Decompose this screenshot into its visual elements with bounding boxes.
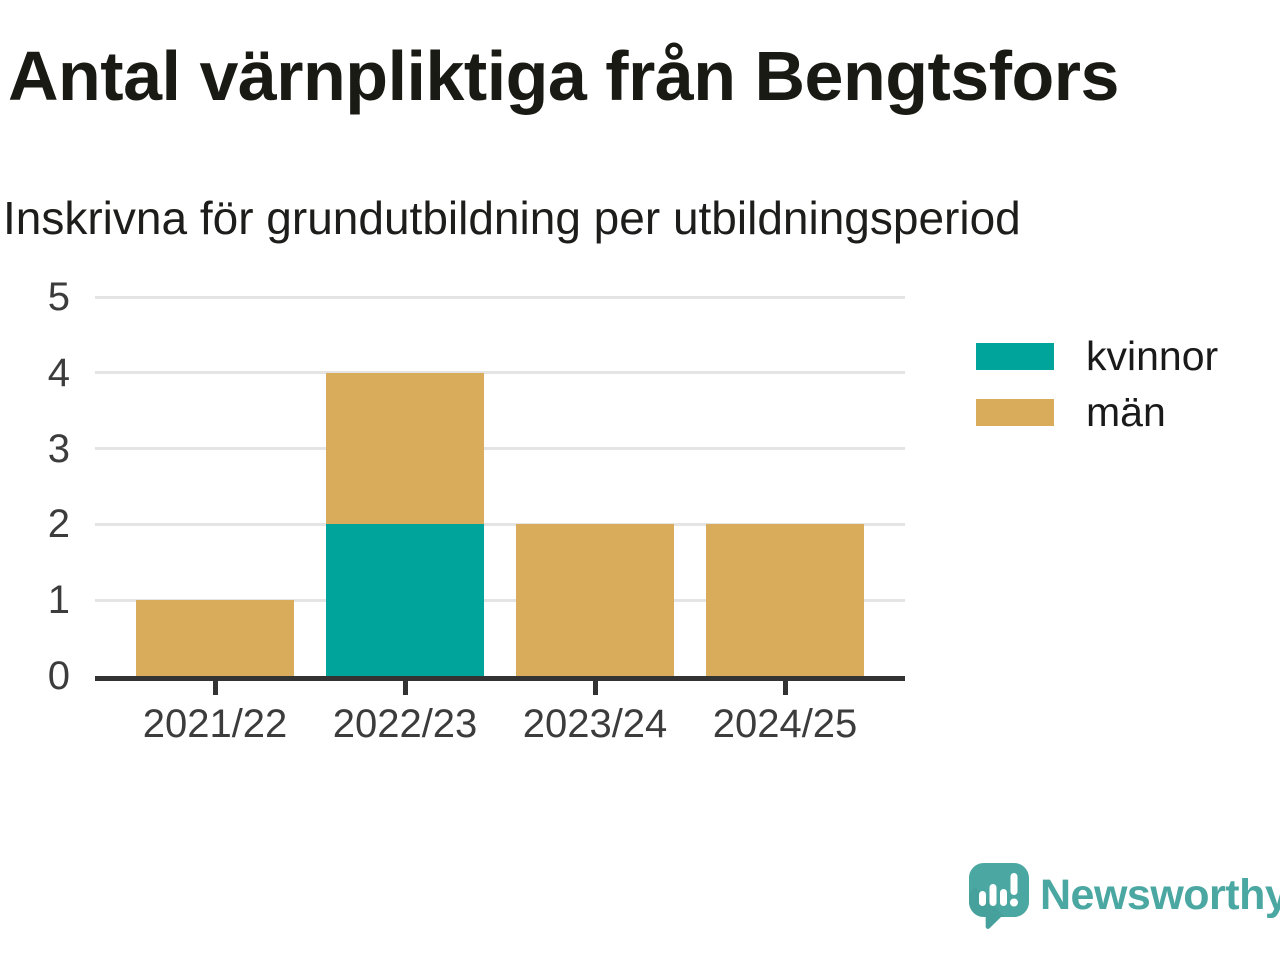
x-tick-label-2023/24: 2023/24 (522, 702, 668, 746)
x-axis-tick-2022/23 (402, 681, 408, 695)
bar-segment-män-2023/24 (516, 524, 674, 676)
legend: kvinnor män (976, 336, 1218, 455)
gridline-y2 (95, 522, 905, 526)
gridline-y4 (95, 371, 905, 375)
x-tick-label-2021/22: 2021/22 (142, 702, 288, 746)
newsworthy-wordmark: Newsworthy (1040, 870, 1280, 919)
y-tick-label-5: 5 (47, 275, 70, 319)
x-axis-tick-2023/24 (592, 681, 598, 695)
x-tick-label-2024/25: 2024/25 (712, 702, 858, 746)
x-tick-label-2022/23: 2022/23 (332, 702, 478, 746)
gridline-y3 (95, 447, 905, 451)
gridline-y1 (95, 598, 905, 602)
legend-item-kvinnor: kvinnor (976, 336, 1218, 377)
legend-swatch-kvinnor (976, 343, 1054, 370)
legend-item-män: män (976, 392, 1218, 433)
y-tick-label-4: 4 (47, 350, 70, 395)
chart-subtitle: Inskrivna för grundutbildning per utbild… (3, 192, 1021, 244)
legend-label-män: män (1086, 389, 1166, 435)
x-axis-tick-2024/25 (782, 681, 788, 695)
y-tick-label-2: 2 (47, 502, 70, 547)
y-axis: 0 1 2 3 4 5 (0, 277, 70, 696)
newsworthy-speech-bubble-chart-icon (969, 863, 1029, 929)
bar-segment-kvinnor-2022/23 (326, 524, 484, 676)
bar-segment-män-2024/25 (706, 524, 864, 676)
x-axis-line (95, 676, 905, 681)
y-tick-label-1: 1 (47, 578, 70, 623)
legend-swatch-män (976, 399, 1054, 426)
newsworthy-logo: Newsworthy (967, 861, 1280, 929)
y-tick-label-0: 0 (47, 654, 70, 698)
y-tick-label-3: 3 (47, 426, 70, 471)
x-axis-tick-2021/22 (212, 681, 218, 695)
gridline-y5 (95, 295, 905, 299)
plot-area: 2021/22 2022/23 2023/24 2024/25 (95, 295, 905, 746)
legend-label-kvinnor: kvinnor (1086, 333, 1219, 379)
bar-segment-män-2022/23 (326, 372, 484, 525)
chart-title: Antal värnpliktiga från Bengtsfors (8, 37, 1119, 115)
bar-segment-män-2021/22 (136, 600, 294, 676)
